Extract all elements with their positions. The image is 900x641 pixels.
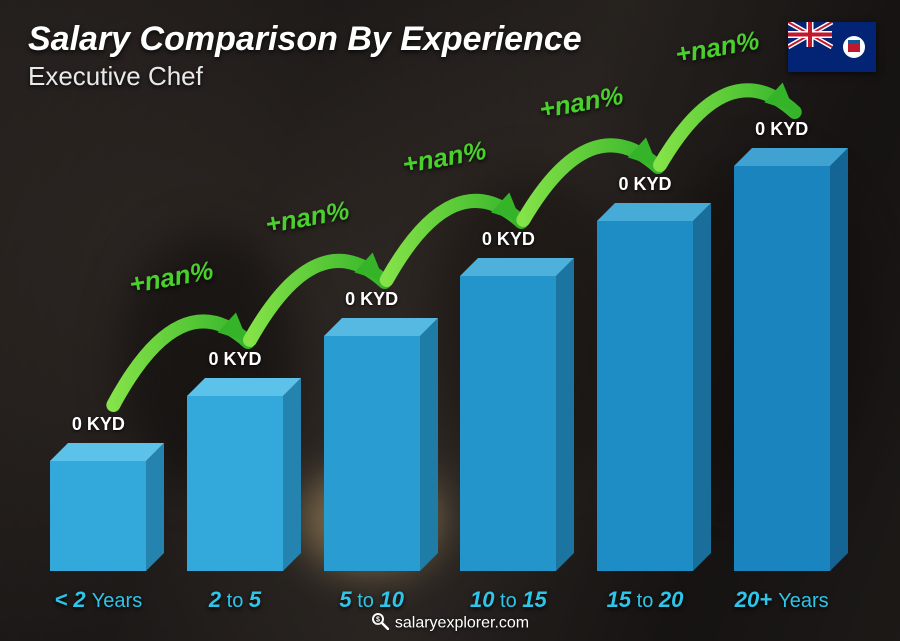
- x-axis-label: 2 to 5: [167, 587, 304, 613]
- bar: 0 KYD: [734, 166, 830, 571]
- bar-0: 0 KYD: [30, 461, 167, 571]
- bar-value-label: 0 KYD: [208, 349, 261, 370]
- chart-subtitle: Executive Chef: [28, 61, 582, 92]
- x-axis-label: < 2 Years: [30, 587, 167, 613]
- svg-text:$: $: [376, 617, 380, 624]
- growth-arc-arrow-icon: [764, 83, 803, 122]
- bar-value-label: 0 KYD: [619, 174, 672, 195]
- bar-4: 0 KYD: [577, 221, 714, 571]
- title-block: Salary Comparison By Experience Executiv…: [28, 20, 582, 92]
- bar-3: 0 KYD: [440, 276, 577, 571]
- bar-chart: 0 KYD0 KYD0 KYD0 KYD0 KYD0 KYD +nan%+nan…: [30, 130, 850, 571]
- bar-value-label: 0 KYD: [72, 414, 125, 435]
- bar: 0 KYD: [187, 396, 283, 571]
- footer-text: salaryexplorer.com: [395, 615, 529, 632]
- salaryexplorer-logo-icon: $: [371, 612, 389, 635]
- bar-1: 0 KYD: [167, 396, 304, 571]
- x-axis-label: 20+ Years: [713, 587, 850, 613]
- bar-5: 0 KYD: [713, 166, 850, 571]
- bar-value-label: 0 KYD: [482, 229, 535, 250]
- x-axis-label: 10 to 15: [440, 587, 577, 613]
- x-axis-label: 15 to 20: [577, 587, 714, 613]
- bar-value-label: 0 KYD: [345, 289, 398, 310]
- chart-stage: Salary Comparison By Experience Executiv…: [0, 0, 900, 641]
- bar: 0 KYD: [597, 221, 693, 571]
- growth-arc-label: +nan%: [673, 25, 762, 70]
- chart-title: Salary Comparison By Experience: [28, 20, 582, 59]
- bar-value-label: 0 KYD: [755, 119, 808, 140]
- x-axis-labels: < 2 Years2 to 55 to 1010 to 1515 to 2020…: [30, 587, 850, 613]
- bar-2: 0 KYD: [303, 336, 440, 571]
- bar: 0 KYD: [50, 461, 146, 571]
- cayman-islands-flag-icon: [788, 22, 876, 72]
- footer: $ salaryexplorer.com: [0, 612, 900, 635]
- x-axis-label: 5 to 10: [303, 587, 440, 613]
- bar: 0 KYD: [460, 276, 556, 571]
- bar: 0 KYD: [324, 336, 420, 571]
